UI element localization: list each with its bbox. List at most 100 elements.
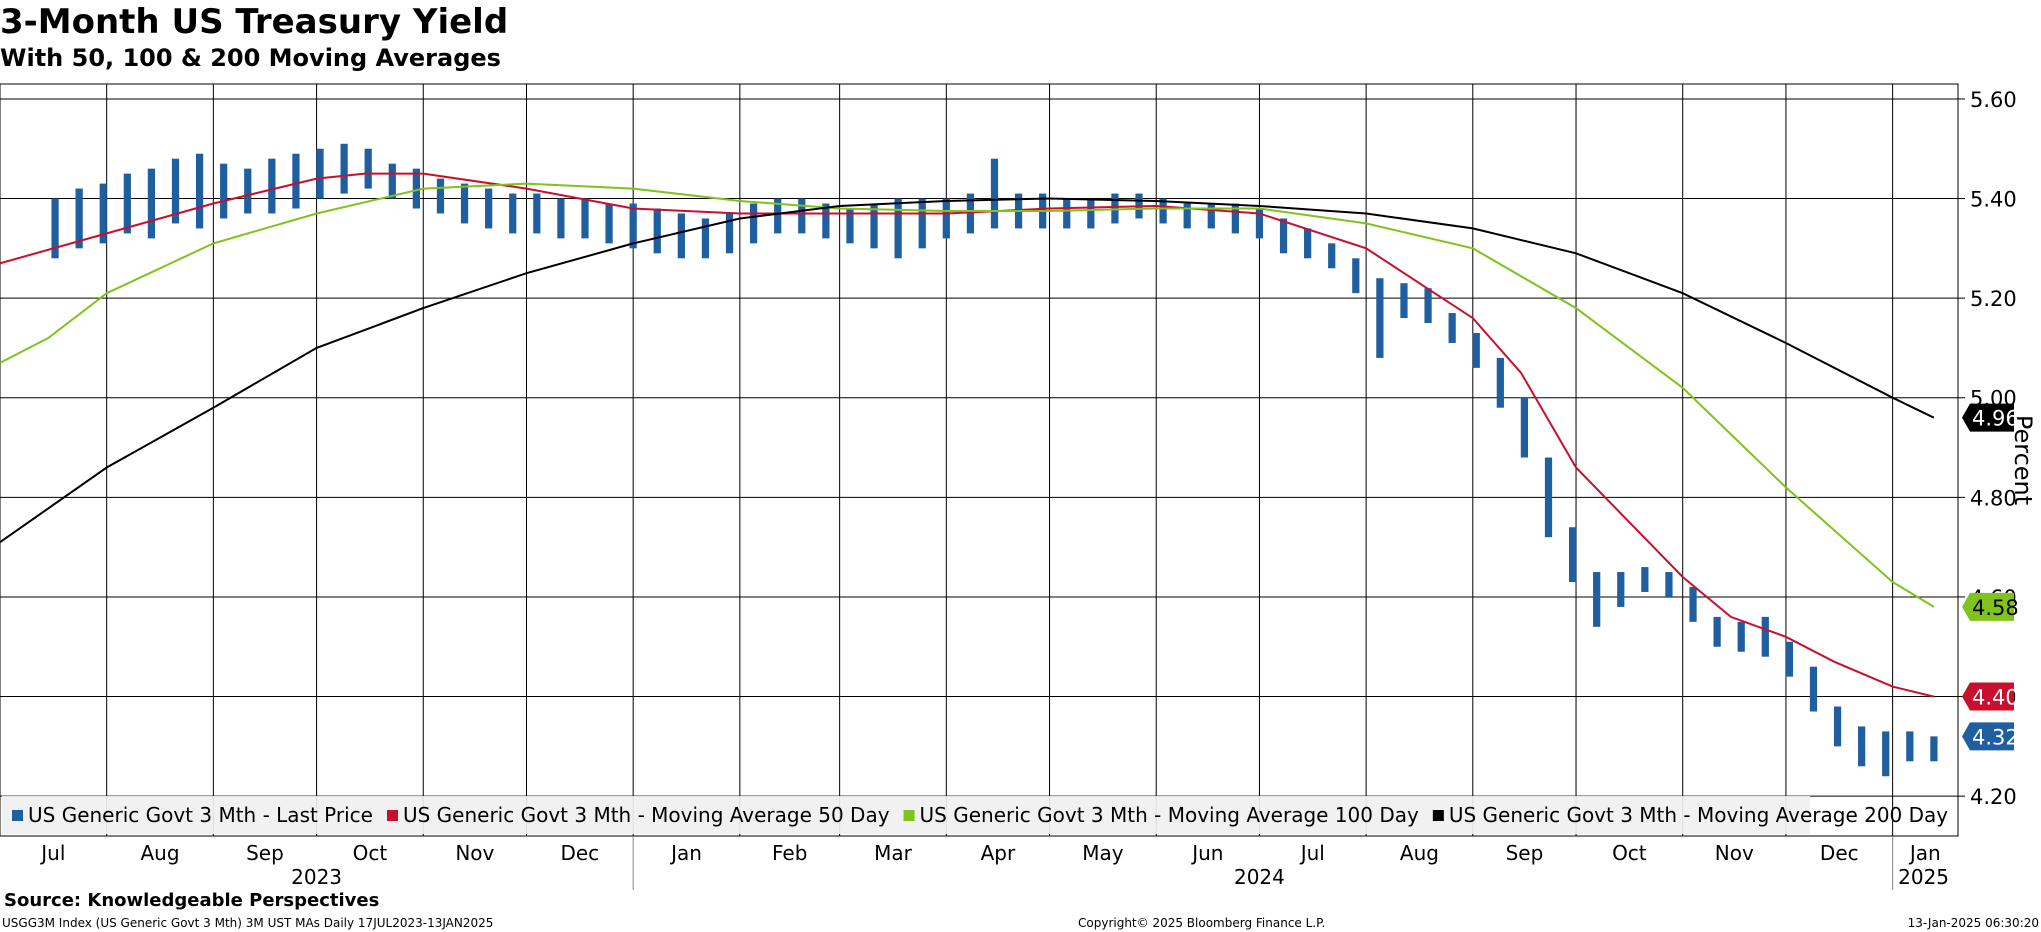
price-bar [749, 203, 758, 244]
price-bar [123, 173, 131, 234]
last-value-tag-label: 4.58 [1972, 596, 2019, 620]
price-bar [1665, 572, 1673, 597]
x-month-label: Nov [455, 841, 494, 865]
price-bars [51, 143, 1938, 777]
price-bar [1255, 208, 1264, 239]
x-month-label: Nov [1715, 841, 1754, 865]
price-bar [316, 148, 324, 199]
last-value-tag-label: 4.96 [1972, 407, 2019, 431]
price-bar [990, 158, 999, 229]
last-value-tag-bg [1962, 682, 2014, 711]
plot-frame [0, 83, 1959, 837]
price-bar [1689, 586, 1697, 622]
price-bar [1328, 243, 1336, 269]
price-bar [1713, 616, 1721, 647]
chart-subtitle: With 50, 100 & 200 Moving Averages [0, 44, 501, 72]
price-bar [1858, 726, 1866, 767]
price-bar [774, 198, 782, 234]
source-note: Source: Knowledgeable Perspectives [4, 890, 380, 911]
legend-swatch [12, 810, 23, 821]
moving-average-lines [0, 172, 1935, 698]
price-bar [1593, 572, 1601, 627]
x-month-label: Sep [246, 841, 284, 865]
price-bar [1304, 228, 1312, 259]
footer-copyright: Copyright© 2025 Bloomberg Finance L.P. [1078, 916, 1326, 930]
y-tick-label: 5.40 [1970, 188, 2017, 212]
ma-line-1 [0, 172, 1935, 698]
chart-title: 3-Month US Treasury Yield [0, 2, 509, 42]
x-month-label: Dec [1820, 841, 1859, 865]
x-year-label: 2024 [1234, 865, 1285, 889]
price-bar [147, 168, 156, 239]
legend: US Generic Govt 3 Mth - Last Price US Gen… [2, 796, 1948, 834]
price-bar [1087, 198, 1095, 229]
price-bar [436, 178, 445, 214]
price-bar [1352, 258, 1360, 294]
price-bar [364, 148, 372, 189]
price-bar [701, 218, 710, 259]
price-bar [894, 198, 902, 259]
x-month-label: Apr [981, 841, 1016, 865]
price-bar [1183, 203, 1191, 229]
price-bar [1472, 333, 1480, 368]
y-tick-label: 5.20 [1970, 287, 2017, 311]
gridlines [0, 84, 1958, 836]
price-bar [1906, 731, 1914, 762]
price-bar [340, 143, 348, 194]
x-year-label: 2025 [1898, 865, 1949, 889]
price-bar [1376, 278, 1384, 358]
price-bar [75, 188, 83, 249]
price-bar [1063, 198, 1071, 229]
last-value-tag-bg [1962, 722, 2014, 751]
price-bar [51, 198, 59, 259]
price-bar [1207, 203, 1215, 229]
x-month-label: Jul [39, 841, 65, 865]
x-month-label: Dec [560, 841, 599, 865]
price-bar [268, 158, 276, 214]
price-bar [220, 163, 228, 219]
price-bar [1279, 218, 1288, 254]
last-value-tag-bg [1962, 592, 2014, 621]
price-bar [1882, 731, 1890, 777]
price-bar [605, 203, 613, 244]
legend-swatch [386, 810, 398, 821]
x-month-label: Aug [1400, 841, 1439, 865]
price-bar [1737, 621, 1745, 652]
x-month-label: Jul [1299, 841, 1325, 865]
footer-index-info: USGG3M Index (US Generic Govt 3 Mth) 3M … [2, 916, 494, 930]
price-bar [292, 153, 300, 209]
price-bar [1617, 572, 1625, 607]
y-tick-label: 4.20 [1970, 785, 2017, 809]
price-bar [1833, 706, 1842, 747]
price-bar [1448, 313, 1456, 343]
legend-label: US Generic Govt 3 Mth - Moving Average 5… [403, 803, 890, 827]
price-bar [244, 168, 252, 214]
price-bar [460, 183, 469, 224]
x-month-label: Oct [353, 841, 388, 865]
x-month-label: Jun [1190, 841, 1223, 865]
price-bar [1231, 203, 1239, 234]
x-month-label: May [1082, 841, 1124, 865]
price-bar [509, 193, 517, 234]
legend-label: US Generic Govt 3 Mth - Moving Average 1… [920, 803, 1419, 827]
price-bar [1761, 616, 1769, 657]
price-bar [1520, 397, 1529, 458]
x-month-label: Sep [1506, 841, 1544, 865]
x-month-label: Jan [669, 841, 702, 865]
price-bar [99, 183, 107, 244]
price-bar [485, 188, 493, 229]
price-bar [171, 158, 180, 224]
price-bar [581, 198, 589, 239]
price-bar [1930, 736, 1938, 762]
price-bar [870, 203, 878, 249]
legend-swatch [903, 810, 915, 821]
ma-line-3 [0, 197, 1935, 544]
price-bar [1544, 457, 1553, 538]
last-value-tag-label: 4.40 [1972, 686, 2019, 710]
y-tick-label: 5.60 [1970, 88, 2017, 112]
x-month-label: Mar [874, 841, 913, 865]
last-value-tag-label: 4.32 [1972, 725, 2019, 749]
price-bar [725, 213, 734, 254]
price-bar [653, 208, 661, 254]
